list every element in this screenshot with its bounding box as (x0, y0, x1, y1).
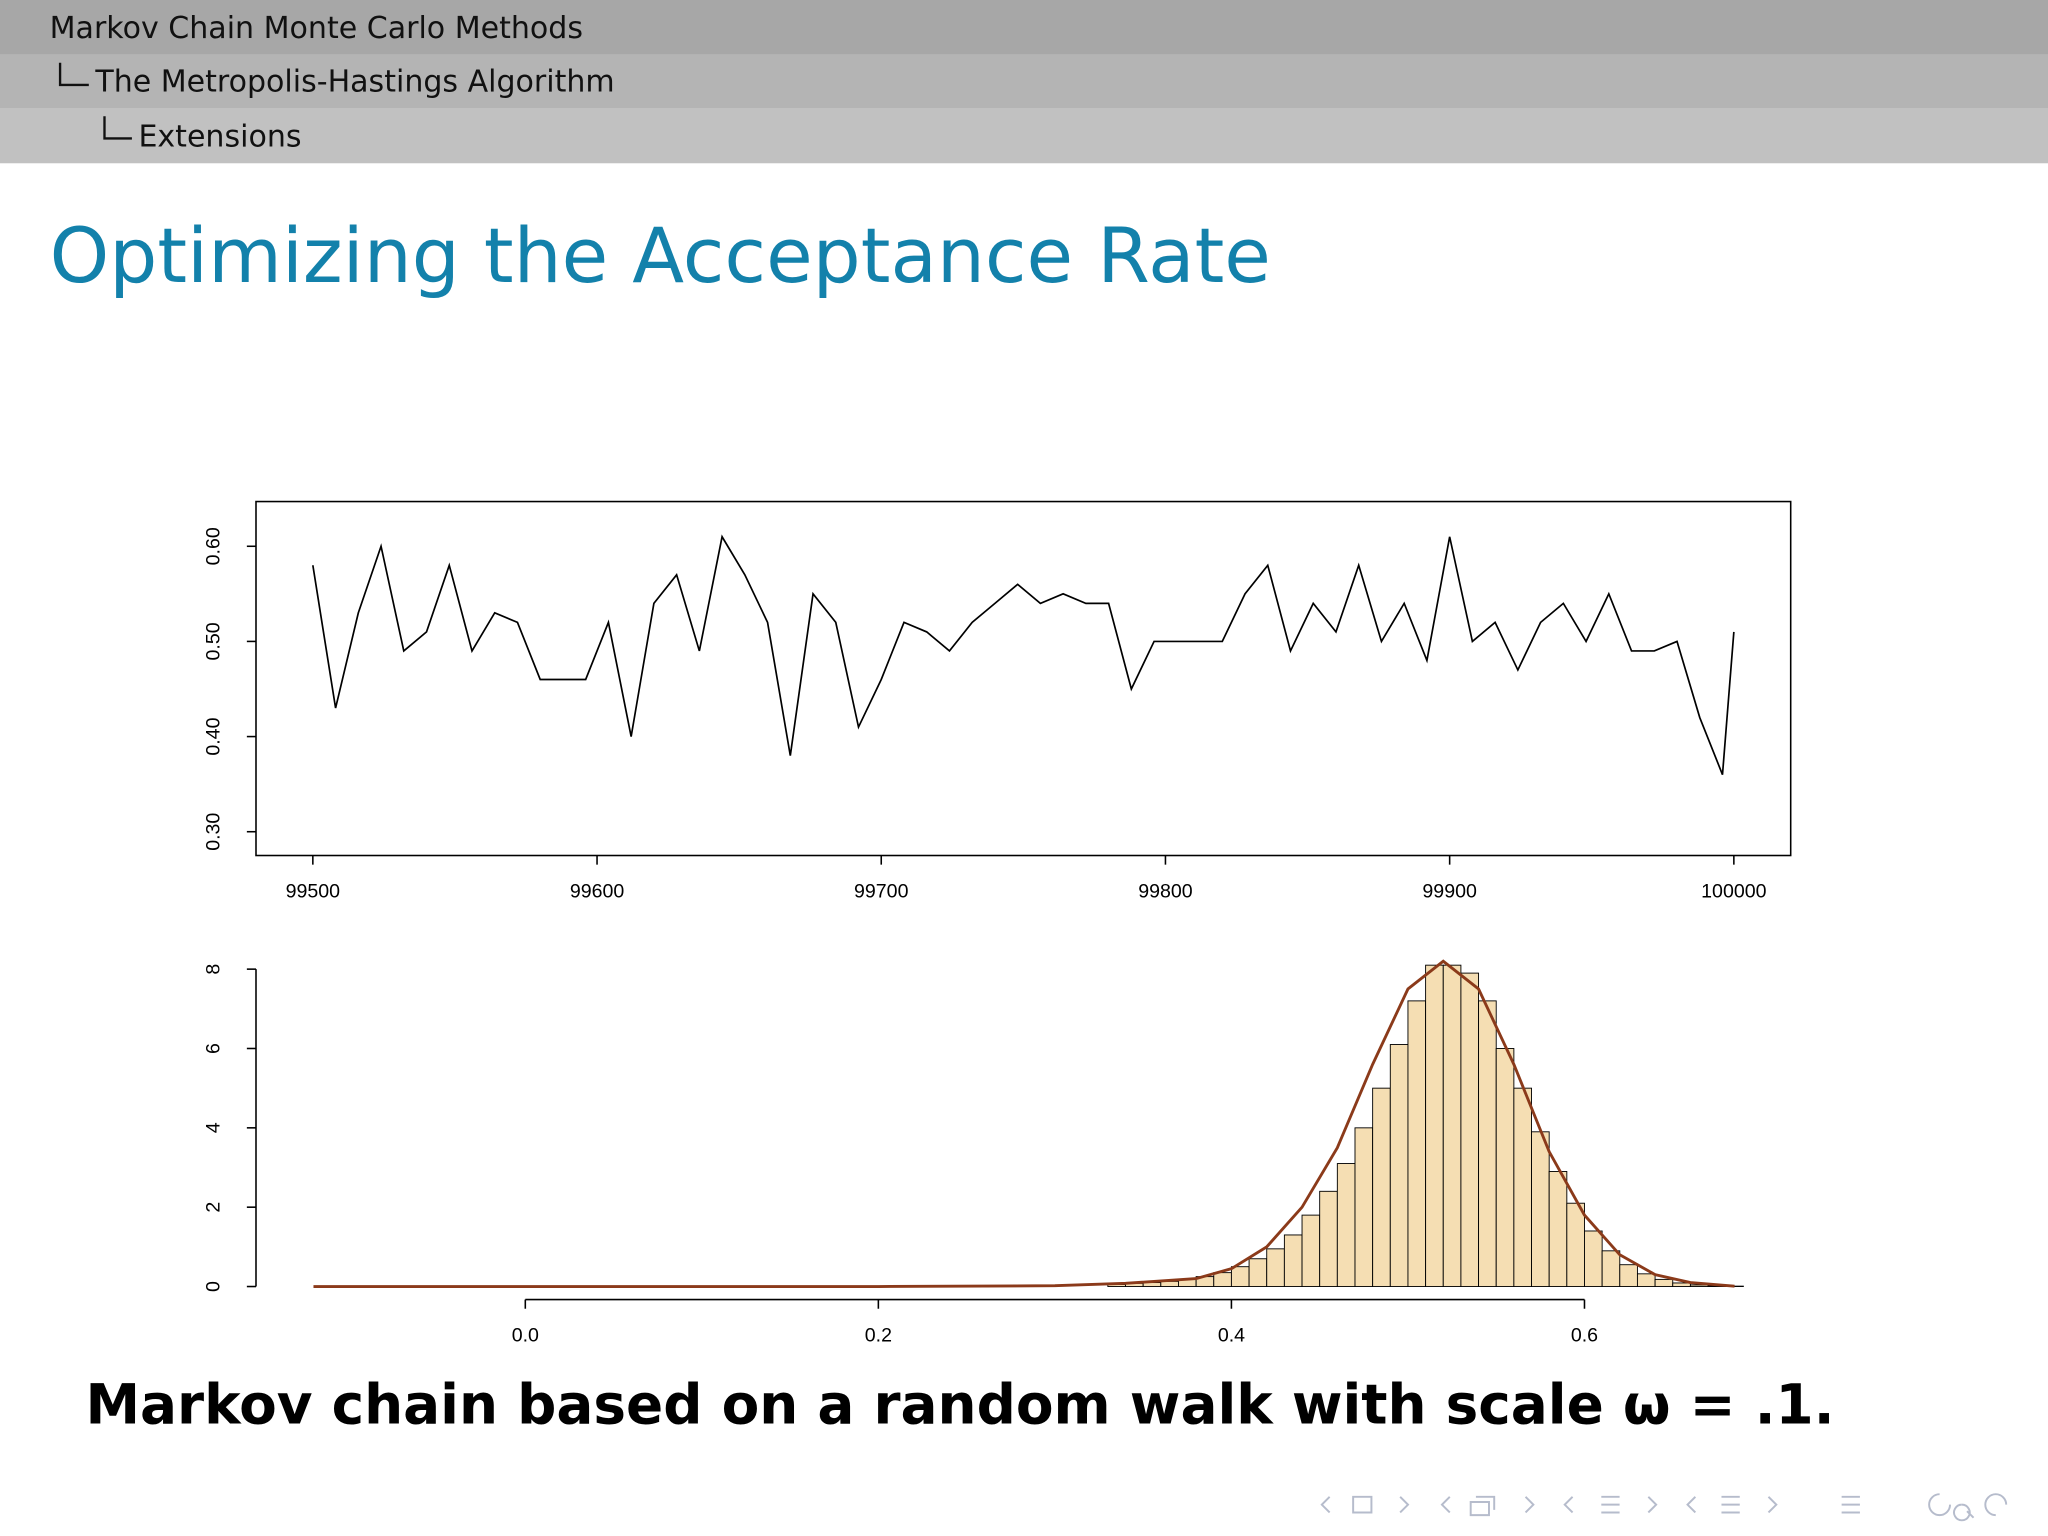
plot-frame (255, 500, 1792, 857)
histogram-bar (1601, 1250, 1621, 1287)
histogram-bar (1654, 1278, 1674, 1287)
chart: 0.0 0.2 0.4 0.6 0 2 4 6 8 (202, 959, 1744, 1346)
header-bar (0, 0, 2048, 55)
tree-connector (58, 62, 89, 87)
histogram-bar (1230, 1266, 1250, 1287)
histogram-bar (1442, 964, 1462, 1287)
x-tick-label: 0.0 (512, 1324, 539, 1346)
histogram-bar (1513, 1087, 1532, 1287)
x-tick-label: 0.2 (865, 1324, 892, 1346)
x-tick-label: 99900 (1422, 880, 1477, 902)
histogram-bar (1248, 1258, 1268, 1287)
y-tick-label: 0.60 (202, 527, 224, 565)
histogram-bar (1584, 1230, 1603, 1287)
slide-title: Optimizing the Acceptance Rate (50, 212, 1271, 300)
histogram-bar (1301, 1214, 1321, 1287)
x-tick-label: 0.4 (1218, 1324, 1245, 1346)
histogram-bar (1389, 1044, 1409, 1287)
header-bar (0, 54, 2048, 109)
x-tick-label: 0.6 (1571, 1324, 1598, 1346)
x-tick-label: 99700 (854, 880, 909, 902)
y-tick-label: 0.30 (202, 813, 224, 851)
navigation-icons[interactable] (1320, 1493, 2008, 1522)
histogram-bar (1319, 1190, 1338, 1287)
histogram-bar (1266, 1248, 1285, 1287)
y-tick-label: 4 (202, 1122, 224, 1133)
header-bar (0, 108, 2048, 164)
histogram-bar (1636, 1273, 1656, 1287)
histogram-bar (1478, 1000, 1497, 1287)
histogram-bar (1407, 1000, 1427, 1287)
histogram-bar (1372, 1087, 1391, 1287)
histogram-bar (1495, 1048, 1515, 1287)
x-tick-label: 99500 (286, 880, 341, 902)
histogram-bar (1213, 1272, 1232, 1287)
histogram-bar (1672, 1282, 1691, 1287)
subsection: The Metropolis-Hastings Algorithm (94, 64, 614, 99)
y-tick-label: 6 (202, 1043, 224, 1054)
histogram-bar (1354, 1127, 1374, 1287)
histogram-bar (1619, 1264, 1638, 1287)
histogram-bar (1425, 964, 1444, 1287)
y-tick-label: 2 (202, 1202, 224, 1213)
y-tick-label: 0.50 (202, 622, 224, 660)
y-tick-label: 8 (202, 964, 224, 975)
histogram-bar (1460, 972, 1480, 1287)
tree-connector (103, 116, 132, 140)
histogram-bar (1566, 1202, 1585, 1287)
density-curve (313, 959, 1735, 1288)
histogram-bar (1548, 1171, 1568, 1287)
histogram-bar (1283, 1234, 1303, 1287)
x-tick-label: 99800 (1138, 880, 1193, 902)
y-tick-label: 0 (202, 1281, 224, 1292)
y-tick-label: 0.40 (202, 717, 224, 755)
subsubsection: Extensions (138, 119, 301, 154)
chart: 99500 99600 99700 99800 99900 100000 0.30 0.40 0… (202, 500, 1792, 902)
histogram-bar (1336, 1163, 1356, 1287)
trace-line (312, 534, 1735, 775)
section: Markov Chain Monte Carlo Methods (50, 11, 583, 46)
histogram-bar (1531, 1131, 1550, 1287)
x-tick-label: 99600 (570, 880, 625, 902)
caption: Markov chain based on a random walk with… (85, 1373, 1834, 1437)
x-tick-label: 100000 (1701, 880, 1766, 902)
